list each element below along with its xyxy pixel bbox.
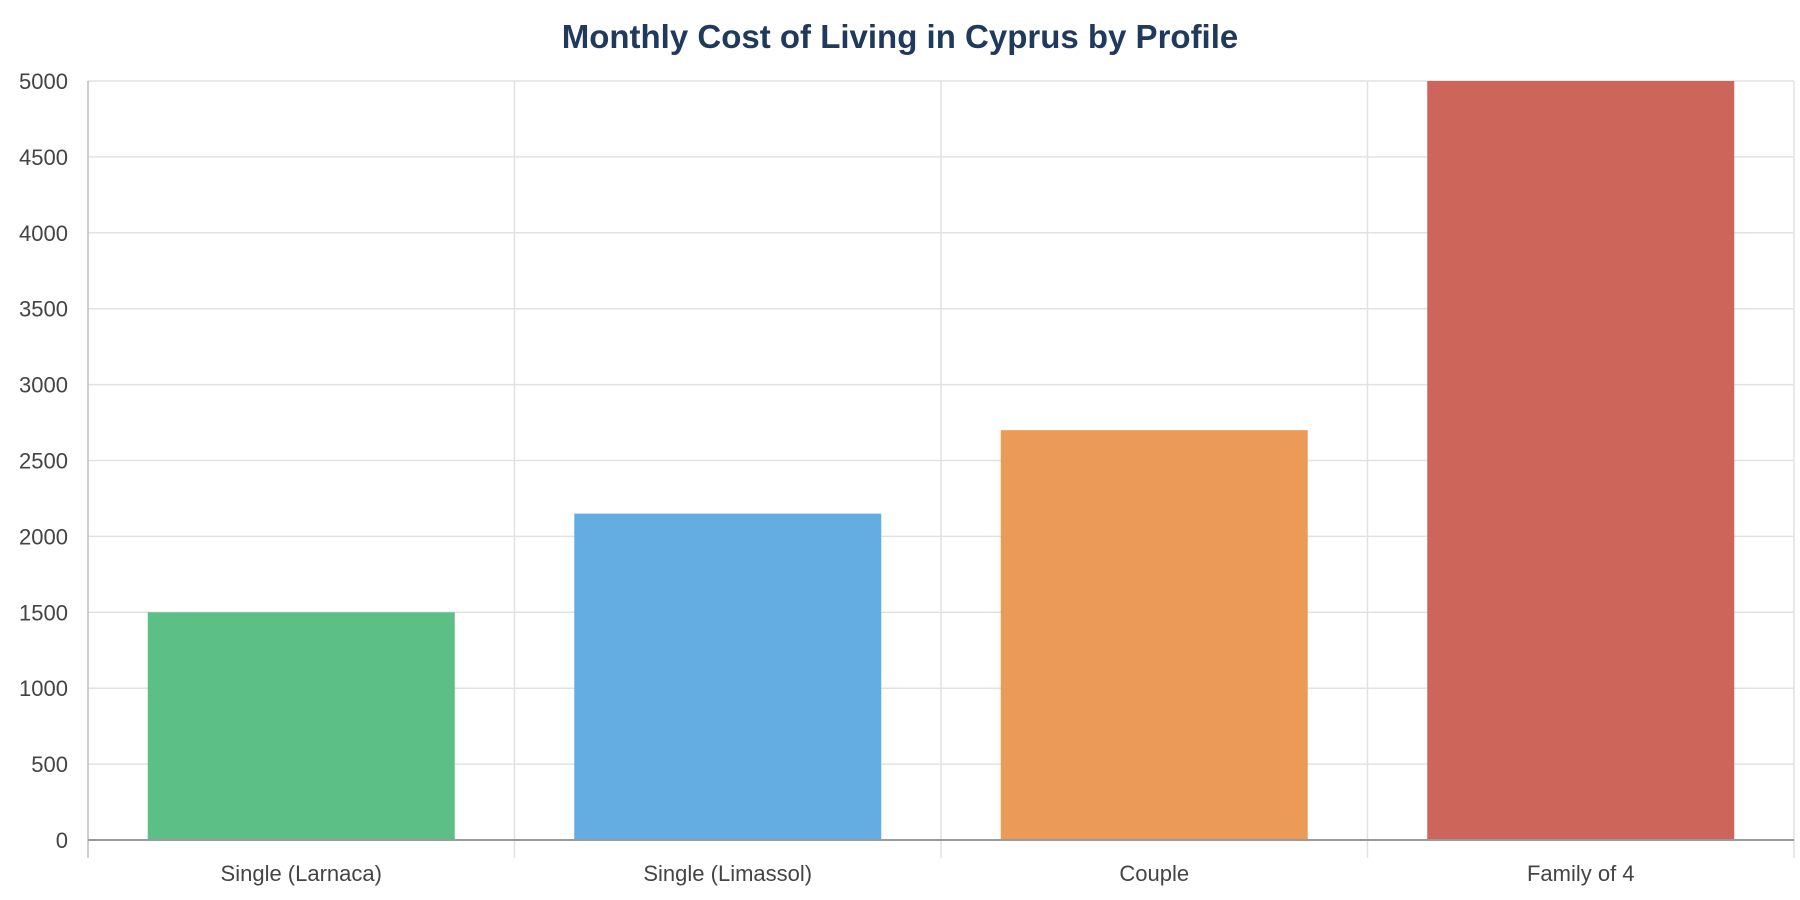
bar: [1427, 81, 1735, 840]
x-tick-labels: Single (Larnaca) Single (Limassol) Couple F…: [221, 861, 1635, 886]
y-tick-label: 2000: [19, 524, 68, 549]
bar: [574, 513, 882, 840]
y-tick-label: 1000: [19, 676, 68, 701]
y-tick-label: 3000: [19, 373, 68, 398]
x-tick-label: Family of 4: [1527, 861, 1635, 886]
y-tick-label: 4500: [19, 145, 68, 170]
y-tick-labels: 0 500 1000 1500 2000 2500 3000 3500 4000 4500 5000: [19, 69, 68, 853]
bar: [147, 612, 455, 840]
y-tick-label: 3500: [19, 297, 68, 322]
x-tick-label: Couple: [1119, 861, 1189, 886]
y-tick-label: 5000: [19, 69, 68, 94]
y-tick-label: 1500: [19, 600, 68, 625]
y-tick-label: 4000: [19, 221, 68, 246]
y-tick-label: 0: [56, 828, 68, 853]
x-tick-label: Single (Limassol): [643, 861, 812, 886]
x-tick-label: Single (Larnaca): [221, 861, 382, 886]
y-tick-label: 2500: [19, 449, 68, 474]
y-tick-label: 500: [31, 752, 68, 777]
bars: [147, 81, 1735, 840]
chart-title: Monthly Cost of Living in Cyprus by Prof…: [561, 18, 1239, 55]
bar: [1000, 430, 1308, 840]
